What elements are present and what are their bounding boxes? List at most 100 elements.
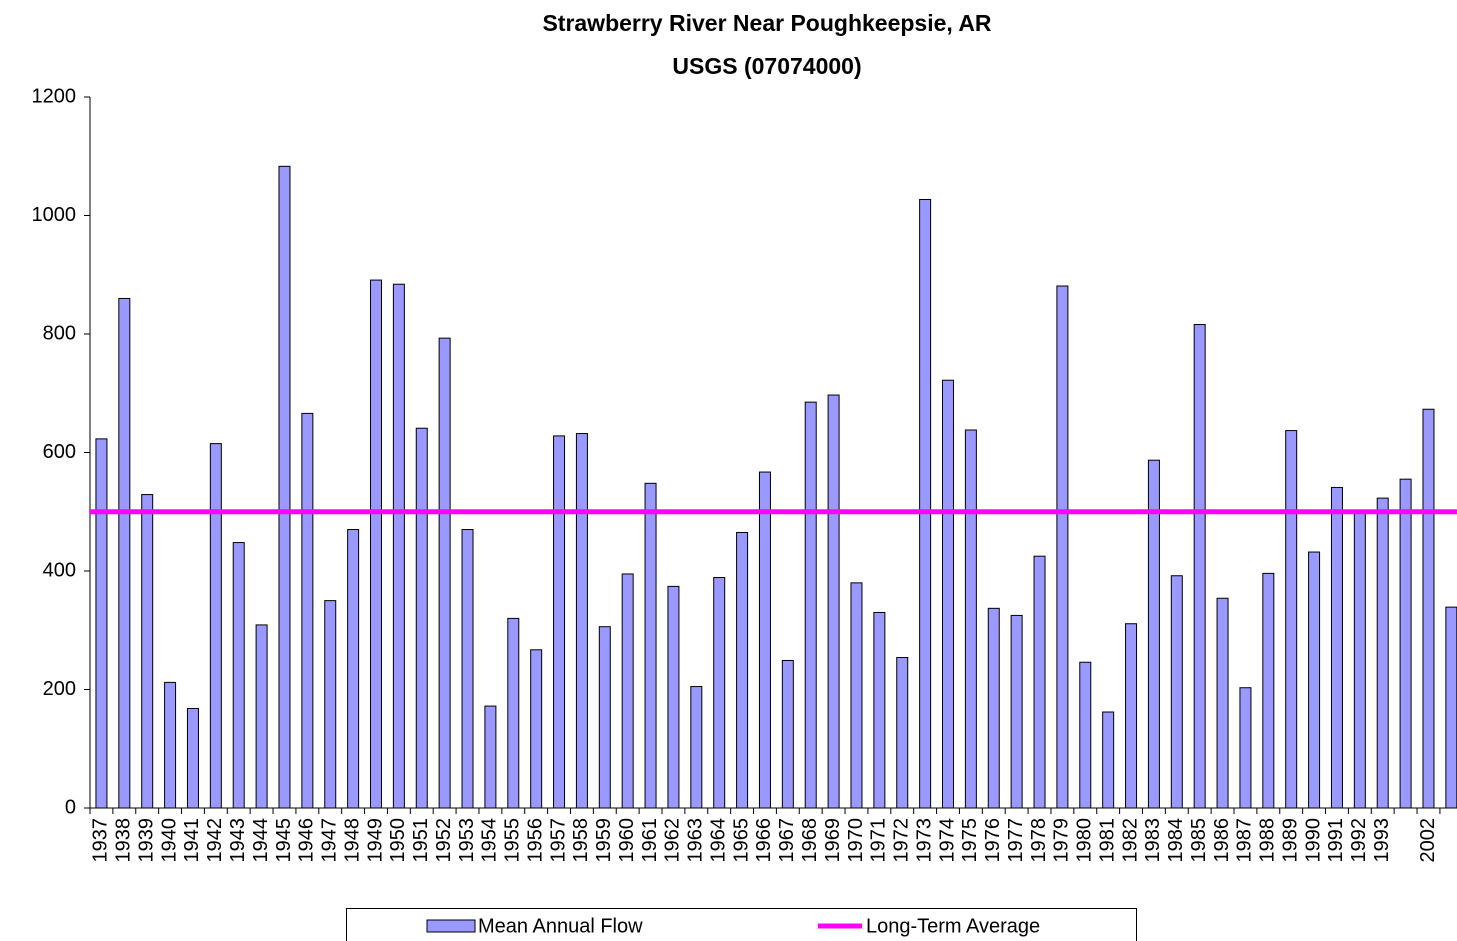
bar [1102, 711, 1115, 809]
bar [461, 529, 474, 809]
x-tick-label: 1944 [250, 818, 272, 863]
bar [301, 412, 314, 809]
bar [1239, 687, 1252, 809]
bar [850, 582, 863, 809]
x-tick-label: 1973 [913, 818, 935, 863]
bar [1125, 623, 1138, 809]
x-tick-label: 1993 [1371, 818, 1393, 863]
x-tick-label: 1988 [1257, 818, 1279, 863]
bar [644, 482, 657, 809]
bar [1193, 324, 1206, 809]
x-tick-label: 1948 [341, 818, 363, 863]
y-tick-label: 600 [43, 441, 76, 463]
bar [987, 607, 1000, 809]
bar [484, 705, 497, 809]
x-tick-label: 1961 [639, 818, 661, 863]
x-tick-label: 1956 [524, 818, 546, 863]
x-tick-label: 1943 [227, 818, 249, 863]
x-tick-label: 2002 [1417, 818, 1439, 863]
bar [164, 681, 177, 809]
bar [1170, 575, 1183, 809]
bar [530, 649, 543, 809]
x-tick-label: 1938 [113, 818, 135, 863]
x-tick-label: 1953 [456, 818, 478, 863]
x-tick-label: 1965 [730, 818, 752, 863]
x-tick-label: 1957 [547, 818, 569, 863]
bar [873, 611, 886, 809]
x-tick-label: 1978 [1028, 818, 1050, 863]
x-tick-label: 1950 [387, 818, 409, 863]
bar [1079, 661, 1092, 809]
bar [141, 494, 154, 809]
x-tick-label: 1952 [433, 818, 455, 863]
bar [232, 542, 245, 809]
x-tick-label: 1981 [1096, 818, 1118, 863]
bar [1216, 597, 1229, 809]
x-tick-label: 1960 [616, 818, 638, 863]
x-tick-label: 1947 [319, 818, 341, 863]
x-tick-label: 1991 [1325, 818, 1347, 863]
bar [575, 433, 588, 809]
x-tick-label: 1968 [799, 818, 821, 863]
bar [392, 283, 405, 809]
x-tick-label: 1989 [1279, 818, 1301, 863]
x-tick-label: 1971 [868, 818, 890, 863]
bar [1376, 497, 1389, 809]
bar [736, 531, 749, 809]
legend-box [346, 908, 1137, 941]
bar [713, 577, 726, 809]
x-tick-label: 1992 [1348, 818, 1370, 863]
y-tick-label: 200 [43, 678, 76, 700]
x-tick-label: 1980 [1074, 818, 1096, 863]
x-tick-label: 1962 [662, 818, 684, 863]
y-tick-label: 1000 [32, 204, 77, 226]
x-tick-label: 1945 [273, 818, 295, 863]
bar [347, 529, 360, 809]
x-tick-label: 1983 [1142, 818, 1164, 863]
bar [415, 427, 428, 809]
y-tick-label: 800 [43, 322, 76, 344]
x-tick-label: 1969 [822, 818, 844, 863]
bar [209, 443, 222, 809]
x-tick-label: 1959 [593, 818, 615, 863]
bar [942, 379, 954, 809]
x-tick-label: 1955 [502, 818, 524, 863]
x-tick-label: 1986 [1211, 818, 1233, 863]
x-tick-label: 1987 [1234, 818, 1256, 863]
x-tick-label: 1954 [479, 818, 501, 863]
legend-label: Long-Term Average [866, 915, 1040, 937]
bar [1308, 551, 1321, 809]
x-tick-label: 1977 [1005, 818, 1027, 863]
x-tick-label: 1941 [181, 818, 203, 863]
x-tick-label: 1963 [685, 818, 707, 863]
bar [1056, 285, 1069, 809]
x-tick-label: 1967 [776, 818, 798, 863]
bar [370, 279, 382, 809]
y-tick-label: 0 [65, 796, 76, 818]
x-tick-label: 1966 [753, 818, 775, 863]
bar [667, 585, 680, 809]
bar [1330, 486, 1343, 809]
x-tick-label: 1990 [1302, 818, 1324, 863]
x-tick-label: 1970 [845, 818, 867, 863]
bar [758, 471, 771, 809]
bar [896, 657, 909, 809]
legend-label: Mean Annual Flow [478, 915, 643, 937]
bar [1010, 614, 1023, 809]
bar [507, 617, 520, 809]
bar [278, 165, 291, 809]
x-tick-label: 1975 [959, 818, 981, 863]
bar [95, 438, 108, 809]
bar [804, 401, 817, 809]
bar [1422, 408, 1435, 809]
legend-swatch [426, 919, 476, 933]
x-tick-label: 1940 [158, 818, 180, 863]
x-tick-label: 1939 [135, 818, 157, 863]
x-tick-label: 1937 [90, 818, 112, 863]
bar [255, 624, 268, 809]
x-tick-label: 1982 [1119, 818, 1141, 863]
x-tick-label: 1942 [204, 818, 226, 863]
bar [964, 429, 977, 809]
